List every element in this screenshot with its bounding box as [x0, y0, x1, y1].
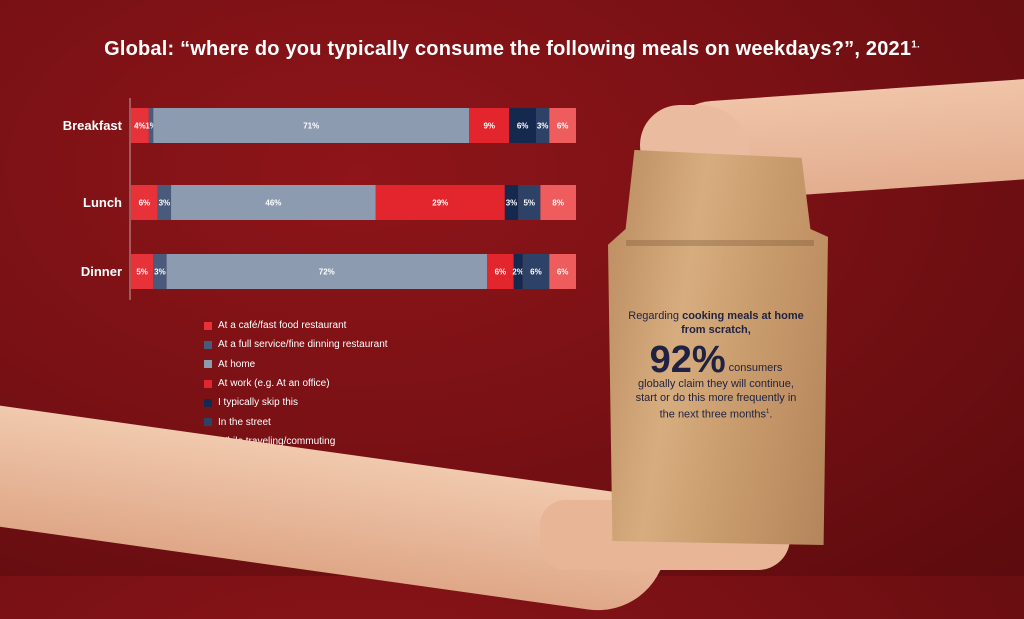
legend-label: I typically skip this: [218, 397, 299, 409]
bar-segment: [504, 185, 519, 220]
chart-legend: At a café/fast food restaurant At a full …: [204, 316, 388, 451]
bar-segment: [153, 108, 470, 143]
bar-segment: [131, 254, 154, 289]
chart-title: Global: “where do you typically consume …: [0, 38, 1024, 61]
data-label: 6%: [495, 268, 507, 277]
legend-label: At home: [218, 358, 256, 370]
legend-swatch: [204, 360, 212, 369]
legend-item: I typically skip this: [204, 393, 388, 412]
callout-end: .: [769, 408, 773, 421]
callout-text: Regarding cooking meals at home from scr…: [628, 309, 804, 422]
bar-segment: [375, 185, 505, 220]
category-label: Breakfast: [63, 118, 123, 133]
data-label: 3%: [154, 268, 166, 277]
data-label: 3%: [159, 199, 171, 208]
callout-body-wrap: globally claim they will continue, start…: [628, 377, 804, 422]
data-label: 4%: [134, 122, 146, 131]
bar-segment: [540, 185, 576, 220]
legend-label: At a café/fast food restaurant: [218, 320, 347, 332]
legend-swatch: [204, 418, 212, 427]
bar-segment: [487, 254, 514, 289]
callout-intro-plain: Regarding: [628, 310, 683, 322]
bar-segment: [131, 185, 158, 220]
legend-swatch: [204, 321, 212, 330]
data-label: 8%: [552, 199, 564, 208]
legend-item: At home: [204, 355, 388, 374]
bar-segment: [157, 185, 172, 220]
data-label: 2%: [512, 268, 524, 277]
data-label: 6%: [557, 122, 569, 131]
data-label: 46%: [265, 199, 281, 208]
bar-segment: [148, 108, 154, 143]
legend-label: At a full service/fine dinning restauran…: [218, 339, 388, 351]
legend-label: In the street: [218, 416, 271, 428]
bar-segment: [549, 254, 576, 289]
bag-fold-line: [626, 240, 814, 246]
callout-intro: Regarding cooking meals at home from scr…: [628, 309, 804, 337]
category-label: Lunch: [83, 195, 122, 210]
stacked-bar-chart: Breakfast 4% 1% 71% 9% 6% 3% 6% Lunch 6% 3% 46% 29% 3…: [63, 98, 576, 300]
data-label: 29%: [432, 199, 448, 208]
data-label: 1%: [145, 122, 157, 131]
data-label: 5%: [523, 199, 535, 208]
title-footnote: 1.: [911, 39, 920, 51]
category-label: Dinner: [81, 264, 122, 279]
bar-segment: [153, 254, 167, 289]
legend-swatch: [204, 379, 212, 388]
legend-swatch: [204, 340, 212, 349]
data-label: 6%: [517, 122, 529, 131]
data-label: 5%: [136, 268, 148, 277]
data-label: 6%: [557, 268, 569, 277]
bar-segment: [513, 254, 523, 289]
callout-stat-tail: consumers: [728, 362, 783, 374]
data-label: 71%: [303, 122, 319, 131]
bar-segment: [469, 108, 510, 143]
legend-label: At work (e.g. At an office): [218, 378, 330, 390]
callout-stat-value: 92%: [649, 339, 726, 381]
bar-segment: [166, 254, 487, 289]
legend-item: At work (e.g. At an office): [204, 374, 388, 393]
legend-item: At a full service/fine dinning restauran…: [204, 335, 388, 354]
bar-segment: [522, 254, 550, 289]
data-label: 6%: [530, 268, 542, 277]
data-label: 3%: [506, 199, 518, 208]
data-label: 9%: [483, 122, 495, 131]
callout-intro-bold: cooking meals at home from scratch,: [681, 310, 804, 336]
bar-segment: [171, 185, 376, 220]
bar-segment: [131, 108, 149, 143]
data-label: 72%: [319, 268, 335, 277]
callout-footnote: 1: [766, 409, 770, 415]
legend-label: While traveling/commuting: [218, 435, 336, 447]
legend-item: In the street: [204, 412, 388, 431]
bar-segment: [518, 185, 541, 220]
data-label: 3%: [537, 122, 549, 131]
legend-swatch: [204, 398, 212, 407]
data-label: 6%: [139, 199, 151, 208]
callout-stat-line: 92% consumers: [628, 339, 804, 381]
bar-segment: [549, 108, 576, 143]
callout-body: globally claim they will continue, start…: [635, 378, 797, 421]
bar-segment: [535, 108, 550, 143]
bar-segment: [509, 108, 536, 143]
paper-bag-image: [608, 150, 828, 545]
legend-item: At a café/fast food restaurant: [204, 316, 388, 335]
chart-title-text: Global: “where do you typically consume …: [104, 38, 912, 60]
